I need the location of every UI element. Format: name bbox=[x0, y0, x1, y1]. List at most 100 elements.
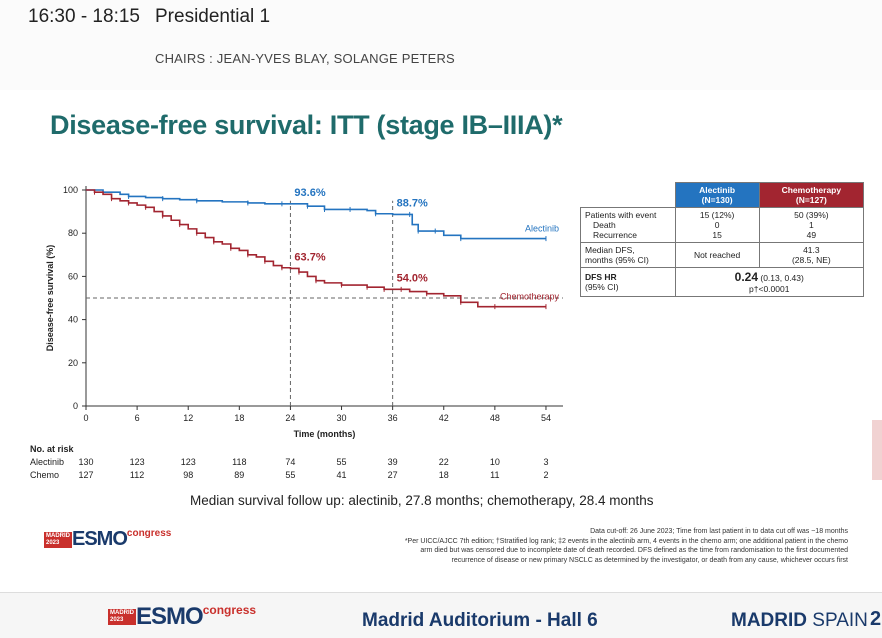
y-tick-label: 100 bbox=[63, 185, 78, 195]
decorative-stripe bbox=[872, 420, 882, 480]
footer-logo-suffix: congress bbox=[202, 603, 257, 617]
risk-value: 39 bbox=[387, 457, 398, 467]
risk-table-title: No. at risk bbox=[30, 444, 74, 454]
hr-ci: (0.13, 0.43) bbox=[760, 273, 804, 283]
x-tick-label: 36 bbox=[388, 413, 398, 423]
risk-value: 123 bbox=[129, 457, 145, 467]
x-tick-label: 24 bbox=[285, 413, 295, 423]
follow-up-text: Median survival follow up: alectinib, 27… bbox=[190, 493, 654, 508]
risk-value: 27 bbox=[387, 470, 398, 480]
footnote-2: *Per UICC/AJCC 7th edition; †Stratified … bbox=[404, 537, 848, 545]
esmo-logo-footer: MADRID 2023 ESMOcongress bbox=[108, 603, 256, 631]
events-alec-value: 15 (12%) bbox=[699, 210, 735, 220]
y-tick-label: 80 bbox=[68, 228, 78, 238]
events-label: Patients with event Death Recurrence bbox=[580, 207, 676, 243]
y-tick-label: 60 bbox=[68, 271, 78, 281]
events-chemo-value: 50 (39%) bbox=[794, 210, 829, 220]
y-tick-label: 40 bbox=[68, 315, 78, 325]
x-tick-label: 18 bbox=[234, 413, 244, 423]
alectinib-header-n: (N=130) bbox=[701, 195, 733, 205]
table-row-hr: DFS HR (95% CI) 0.24 (0.13, 0.43) p†<0.000… bbox=[580, 267, 864, 297]
city-name: MADRID bbox=[731, 610, 807, 631]
x-tick-label: 42 bbox=[439, 413, 449, 423]
corner-number: 2 bbox=[870, 608, 882, 630]
table-header-chemo: Chemotherapy (N=127) bbox=[758, 182, 865, 208]
footer-bar bbox=[0, 592, 882, 638]
logo-brand: ESMO bbox=[72, 528, 128, 550]
risk-value: 22 bbox=[438, 457, 449, 467]
y-axis-label: Disease-free survival (%) bbox=[45, 245, 55, 352]
footer-logo-brand: ESMO bbox=[136, 603, 204, 630]
footnote-1: Data cut-off: 26 June 2023; Time from la… bbox=[590, 528, 848, 535]
km-chart: 0 20 40 60 80 100 0 6 12 18 24 30 36 42 48 54 Time (mont… bbox=[45, 185, 563, 439]
recur-chemo-value: 49 bbox=[806, 230, 817, 240]
hr-value-cell: 0.24 (0.13, 0.43) p†<0.0001 bbox=[674, 267, 864, 297]
data-label: 93.6% bbox=[294, 187, 325, 199]
hr-label-1: DFS HR bbox=[585, 272, 617, 282]
hr-value: 0.24 bbox=[734, 270, 758, 284]
series-label-chemotherapy: Chemotherapy bbox=[500, 292, 560, 302]
footer-logo-line1: MADRID bbox=[110, 610, 134, 616]
events-alectinib: 15 (12%) 0 15 bbox=[674, 207, 760, 243]
footnote-3: arm died but was censored due to incompl… bbox=[420, 547, 848, 554]
risk-value: 18 bbox=[438, 470, 449, 480]
series-line-chemotherapy bbox=[86, 189, 546, 308]
risk-value: 118 bbox=[232, 457, 247, 467]
events-label-text: Patients with event bbox=[585, 210, 657, 220]
logo-line2: 2023 bbox=[46, 539, 60, 546]
risk-value: 55 bbox=[336, 457, 347, 467]
data-label: 63.7% bbox=[294, 251, 325, 263]
risk-label-alectinib: Alectinib bbox=[30, 457, 65, 467]
risk-value: 10 bbox=[489, 457, 500, 467]
risk-value: 123 bbox=[180, 457, 196, 467]
risk-value: 74 bbox=[285, 457, 296, 467]
median-chemo-ci: (28.5, NE) bbox=[791, 255, 831, 265]
city-label: MADRID SPAIN bbox=[731, 610, 868, 632]
x-tick-label: 30 bbox=[337, 413, 347, 423]
risk-value: 41 bbox=[336, 470, 347, 480]
risk-value: 11 bbox=[490, 470, 500, 480]
x-axis-label: Time (months) bbox=[294, 429, 356, 439]
risk-value: 127 bbox=[78, 470, 94, 480]
risk-value: 130 bbox=[78, 457, 94, 467]
events-chemo: 50 (39%) 1 49 bbox=[758, 207, 865, 243]
median-alectinib: Not reached bbox=[674, 242, 760, 268]
hr-label: DFS HR (95% CI) bbox=[580, 267, 676, 297]
x-tick-label: 0 bbox=[83, 413, 88, 423]
table-corner bbox=[581, 183, 676, 208]
logo-line1: MADRID bbox=[46, 532, 70, 539]
logo-city-box: MADRID 2023 bbox=[44, 531, 72, 548]
risk-value: 112 bbox=[129, 470, 145, 480]
risk-value: 55 bbox=[285, 470, 296, 480]
footnotes: Data cut-off: 26 June 2023; Time from la… bbox=[300, 527, 848, 565]
recur-alec-value: 15 bbox=[712, 230, 722, 240]
median-chemo: 41.3 (28.5, NE) bbox=[758, 242, 865, 268]
slide-title: Disease-free survival: ITT (stage IB–III… bbox=[50, 110, 563, 140]
median-label: Median DFS, months (95% CI) bbox=[580, 242, 676, 268]
death-label-text: Death bbox=[593, 220, 616, 230]
data-label: 88.7% bbox=[397, 197, 428, 209]
risk-label-chemo: Chemo bbox=[30, 470, 60, 480]
footer-logo-line2: 2023 bbox=[110, 617, 124, 623]
chemo-header-n: (N=127) bbox=[795, 195, 827, 205]
x-tick-label: 6 bbox=[135, 413, 140, 423]
hr-p-value: p†<0.0001 bbox=[749, 284, 790, 294]
death-chemo-value: 1 bbox=[808, 220, 814, 230]
x-tick-label: 12 bbox=[183, 413, 193, 423]
median-label-1: Median DFS, bbox=[585, 245, 635, 255]
recur-label-text: Recurrence bbox=[593, 230, 637, 240]
median-chemo-value: 41.3 bbox=[803, 245, 820, 255]
risk-value: 98 bbox=[183, 470, 194, 480]
risk-value: 3 bbox=[543, 457, 549, 467]
room-label: Madrid Auditorium - Hall 6 bbox=[362, 610, 598, 631]
risk-value: 89 bbox=[234, 470, 245, 480]
alectinib-header-label: Alectinib bbox=[699, 185, 736, 195]
footnote-4: recurrence of disease or new primary NSC… bbox=[451, 556, 848, 564]
y-tick-label: 0 bbox=[73, 401, 78, 411]
median-label-2: months (95% CI) bbox=[585, 255, 649, 265]
risk-value: 2 bbox=[543, 470, 549, 480]
data-label: 54.0% bbox=[397, 272, 428, 284]
esmo-logo-slide: MADRID 2023 ESMOcongress bbox=[44, 528, 171, 551]
series-label-alectinib: Alectinib bbox=[525, 224, 559, 234]
chemo-header-label: Chemotherapy bbox=[781, 185, 842, 195]
